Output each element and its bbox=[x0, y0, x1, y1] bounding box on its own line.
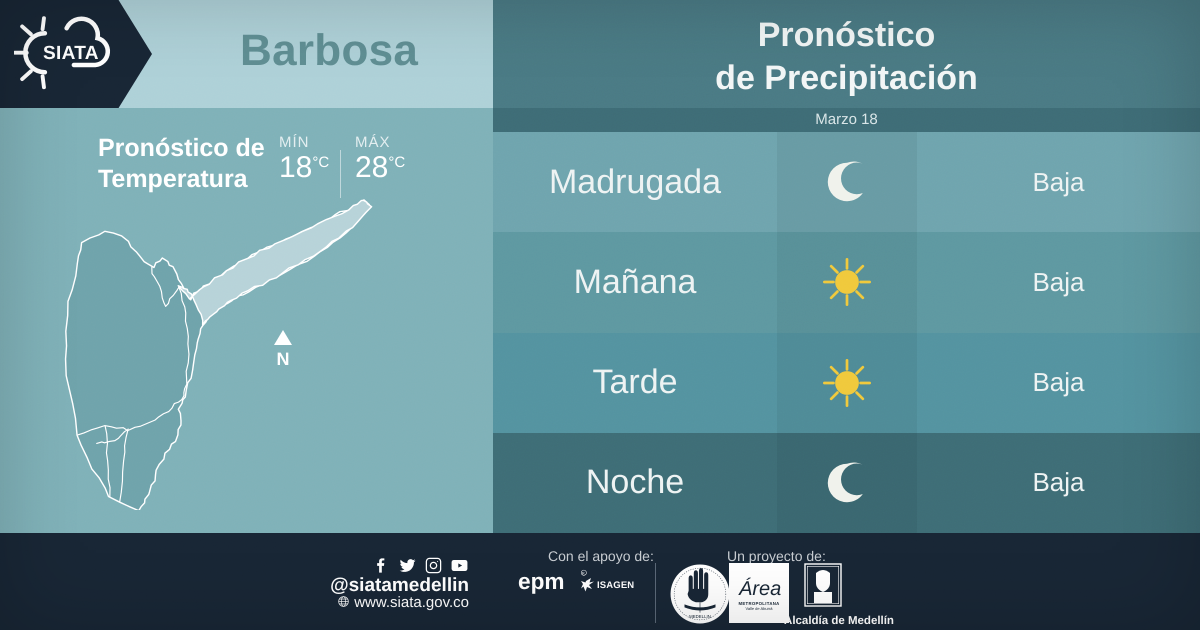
svg-text:Valle de Aburrá: Valle de Aburrá bbox=[745, 606, 773, 611]
svg-text:Área: Área bbox=[738, 577, 781, 600]
svg-text:epm: epm bbox=[518, 569, 565, 594]
svg-text:SIATA: SIATA bbox=[43, 43, 99, 64]
svg-text:ISAGEN: ISAGEN bbox=[597, 580, 634, 591]
svg-text:MEDELLIN: MEDELLIN bbox=[689, 614, 711, 619]
